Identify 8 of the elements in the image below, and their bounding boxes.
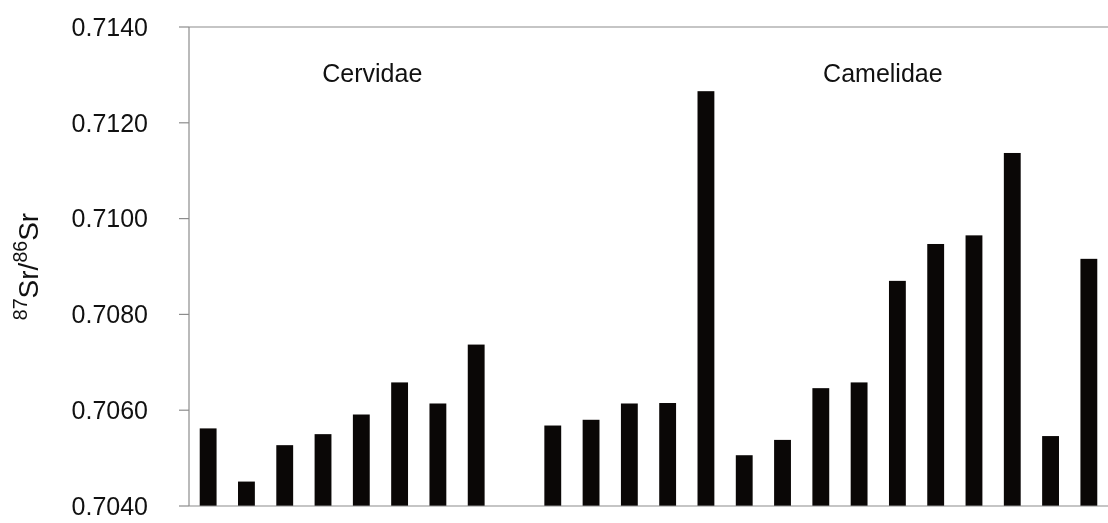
y-tick-label: 0.7080 [71, 300, 148, 329]
annotation: Camelidae [823, 59, 943, 87]
y-tick-label: 0.7060 [71, 395, 148, 424]
y-tick-label: 0.7120 [71, 108, 148, 137]
y-tick-label: 0.7140 [71, 12, 148, 41]
y-tick-label: 0.7040 [71, 491, 148, 520]
y-tick-label: 0.7100 [71, 204, 148, 233]
annotation: Cervidae [322, 59, 423, 87]
